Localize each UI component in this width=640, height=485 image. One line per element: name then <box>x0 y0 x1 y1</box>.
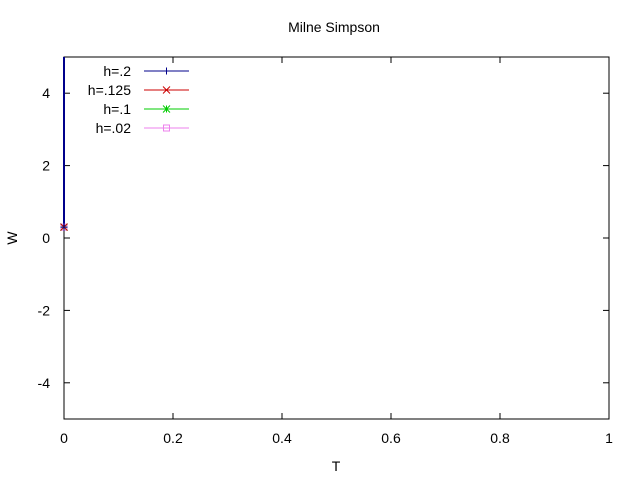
legend-label: h=.1 <box>103 101 131 117</box>
x-tick-label: 0.8 <box>490 430 510 446</box>
x-tick-label: 0.6 <box>381 430 401 446</box>
y-tick-label: -4 <box>38 375 51 391</box>
legend-label: h=.02 <box>96 120 132 136</box>
legend-label: h=.125 <box>88 82 131 98</box>
x-tick-label: 0.4 <box>272 430 292 446</box>
legend-marker <box>163 67 170 75</box>
x-axis-label: T <box>332 458 341 474</box>
legend-marker <box>163 124 170 132</box>
y-tick-label: 0 <box>42 230 50 246</box>
x-tick-label: 0 <box>60 430 68 446</box>
legend-marker <box>162 86 171 94</box>
x-tick-label: 0.2 <box>163 430 183 446</box>
legend-item: h=.02 <box>96 120 189 136</box>
legend-label: h=.2 <box>103 63 131 79</box>
series-layer <box>60 57 68 231</box>
data-point <box>60 223 68 231</box>
axes-layer: 0 0.2 0.4 0.6 0.8 1 -4 -2 0 2 4 <box>38 56 613 446</box>
y-tick-label: 4 <box>42 85 50 101</box>
y-axis-label: W <box>4 231 20 245</box>
plot-frame <box>63 56 610 420</box>
chart-title: Milne Simpson <box>288 19 380 35</box>
legend-item: h=.125 <box>88 82 189 98</box>
y-tick-label: 2 <box>42 158 50 174</box>
x-tick-label: 1 <box>605 430 613 446</box>
y-tick-label: -2 <box>38 302 51 318</box>
legend-item: h=.1 <box>103 101 189 117</box>
legend-marker <box>162 105 171 113</box>
legend: h=.2 h=.125 h=.1 h=.02 <box>88 63 189 136</box>
legend-item: h=.2 <box>103 63 189 79</box>
